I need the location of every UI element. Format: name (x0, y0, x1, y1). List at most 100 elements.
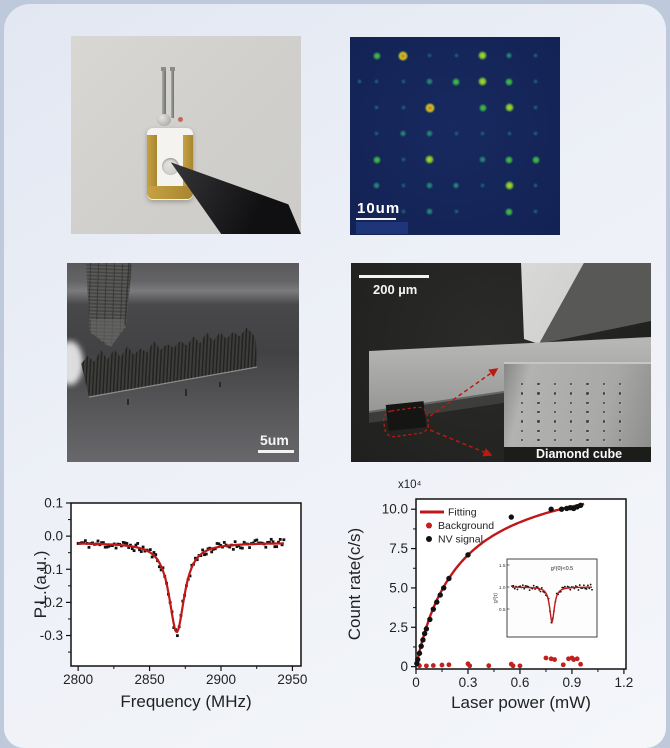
saturation-chart: 0 0.3 0.6 0.9 1.2 0 2.5 5.0 7.5 10.0 Laser power (… (345, 479, 634, 712)
confocal-dot (400, 209, 406, 215)
svg-text:1.0: 1.0 (499, 585, 506, 591)
cube-dot (602, 429, 605, 432)
confocal-dot (533, 53, 539, 59)
confocal-dot (478, 77, 488, 87)
confocal-dot (505, 155, 514, 164)
confocal-scale-block (356, 222, 408, 234)
svg-text:1.2: 1.2 (615, 675, 634, 690)
confocal-dot (480, 131, 486, 137)
cube-dot (521, 392, 524, 395)
fork-prong-right (170, 70, 174, 118)
plate-hole (161, 158, 179, 175)
cube-dot (602, 420, 605, 423)
svg-text:x10⁴: x10⁴ (398, 479, 422, 491)
svg-text:0.0: 0.0 (44, 529, 63, 544)
confocal-dot (452, 182, 460, 189)
cube-dot (586, 410, 589, 414)
red-annotation-arrows (382, 368, 499, 457)
cube-dot (521, 383, 524, 386)
sem1-scale-bar (258, 450, 294, 453)
confocal-scale-bar (356, 218, 396, 220)
confocal-dot (400, 79, 406, 85)
confocal-dot (531, 155, 540, 164)
cube-dot (537, 429, 540, 432)
gold-electrode-left (147, 135, 157, 195)
confocal-dot (533, 209, 539, 215)
confocal-dot (426, 130, 433, 137)
panel-sem-nanopillars: 5um (67, 263, 299, 462)
cube-dot (602, 401, 605, 404)
confocal-dot (533, 79, 539, 85)
cube-dot (618, 383, 622, 386)
svg-text:Background: Background (438, 520, 494, 532)
svg-text:2.5: 2.5 (389, 620, 408, 635)
cube-dot (521, 438, 524, 442)
svg-text:1.5: 1.5 (499, 563, 506, 569)
sem1-scale-label: 5um (260, 432, 289, 448)
confocal-dot (399, 130, 407, 137)
svg-text:Count rate(c/s): Count rate(c/s) (345, 528, 364, 640)
cube-dot (569, 438, 573, 442)
panel-photo-device (71, 36, 301, 234)
svg-text:0.9: 0.9 (563, 675, 582, 690)
cube-dot (537, 383, 540, 386)
confocal-dot (426, 78, 433, 85)
svg-text:-0.3: -0.3 (40, 628, 63, 643)
confocal-dot (398, 50, 409, 61)
panel-confocal-map: 10um (350, 37, 560, 235)
cube-dot (569, 392, 573, 395)
svg-text:10.0: 10.0 (382, 502, 408, 517)
confocal-dot (426, 182, 433, 189)
inset-dark-band (504, 447, 651, 462)
cube-dot (521, 401, 524, 404)
svg-text:2950: 2950 (277, 672, 307, 687)
confocal-dot (506, 131, 512, 137)
svg-text:-0.2: -0.2 (40, 595, 63, 610)
cube-dot (553, 383, 556, 386)
svg-text:0.3: 0.3 (459, 675, 478, 690)
panel-saturation-chart: 0 0.3 0.6 0.9 1.2 0 2.5 5.0 7.5 10.0 Laser power (… (334, 472, 666, 734)
confocal-dot-field (350, 37, 560, 235)
confocal-dot (374, 131, 380, 137)
svg-text:NV signal: NV signal (438, 534, 483, 546)
svg-text:0: 0 (412, 675, 420, 690)
cube-dot (521, 429, 524, 432)
cube-dot (569, 410, 573, 414)
cube-dot (602, 392, 605, 395)
confocal-dot (533, 105, 539, 111)
sem-nanopillars-illustration (67, 263, 299, 462)
confocal-dot (400, 183, 406, 189)
confocal-dot (400, 105, 406, 111)
svg-text:2800: 2800 (63, 672, 93, 687)
sem2-scale-bar (359, 275, 429, 278)
cube-dot (618, 438, 622, 442)
cube-dot (586, 429, 589, 432)
fork-prong-cap (161, 67, 166, 71)
svg-text:g²(τ): g²(τ) (493, 593, 499, 603)
cube-dot (618, 410, 622, 414)
confocal-dot (372, 51, 381, 60)
svg-text:Frequency (MHz): Frequency (MHz) (120, 692, 251, 711)
svg-text:0: 0 (400, 659, 408, 674)
svg-text:Fitting: Fitting (448, 507, 477, 519)
gold-electrode-right (183, 135, 193, 195)
svg-text:7.5: 7.5 (389, 541, 408, 556)
confocal-dot (452, 77, 461, 86)
confocal-dot (505, 77, 514, 86)
diamond-cube-label: Diamond cube (535, 447, 623, 461)
confocal-dot (453, 131, 459, 137)
solder-ball (157, 114, 171, 126)
svg-text:g²(0)<0.5: g²(0)<0.5 (551, 566, 573, 572)
cube-dot (586, 383, 589, 386)
cube-pillar-dots (504, 362, 651, 447)
confocal-dot (427, 53, 433, 59)
confocal-dot (372, 155, 381, 164)
cube-dot (602, 410, 605, 414)
svg-text:0.1: 0.1 (44, 496, 63, 511)
confocal-dot (533, 131, 539, 137)
cube-dot (553, 429, 556, 432)
panel-sem-cantilever: Diamond cube 200 µm (351, 263, 651, 462)
diamond-cube-inset (504, 362, 651, 449)
cube-dot (618, 420, 622, 423)
red-solder-dot (178, 117, 183, 122)
